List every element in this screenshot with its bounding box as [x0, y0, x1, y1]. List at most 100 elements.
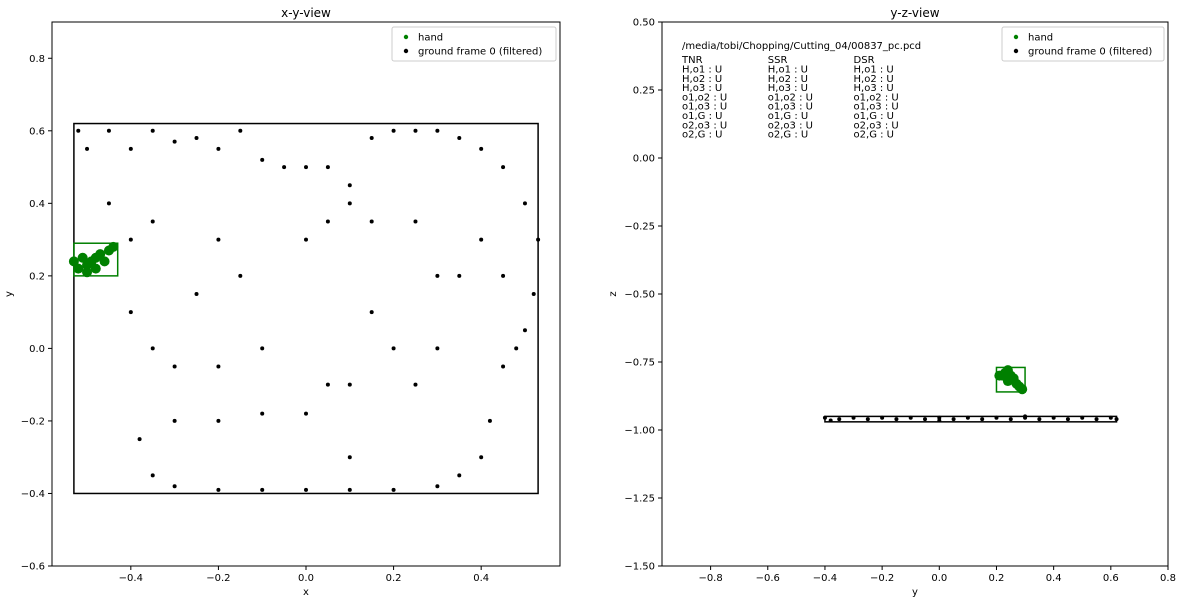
y-axis-label: z	[608, 291, 619, 296]
annotation-cell: H,o1 : U	[854, 65, 894, 76]
data-point	[150, 128, 155, 133]
plot-area	[51, 21, 561, 567]
chart-title: y-z-view	[890, 6, 939, 20]
data-point	[216, 418, 221, 423]
legend-marker	[1013, 48, 1019, 54]
data-point	[457, 473, 462, 478]
data-point	[413, 382, 418, 387]
annotation-cell: o1,o2 : U	[854, 92, 899, 103]
legend-marker	[1013, 34, 1019, 40]
data-point	[487, 418, 492, 423]
legend-box	[391, 26, 557, 62]
data-point	[238, 128, 243, 133]
data-point	[194, 292, 199, 296]
data-point	[980, 417, 985, 422]
series-ground	[822, 414, 1119, 423]
y-axis-label: y	[4, 291, 15, 297]
legend: hand ground frame 0 (filtered)	[1001, 26, 1165, 62]
annotation-cell: H,o2 : U	[854, 74, 894, 85]
data-point	[1017, 384, 1028, 395]
data-point	[908, 415, 913, 420]
data-point	[522, 201, 527, 206]
series-hand	[994, 365, 1028, 395]
data-point	[172, 484, 177, 489]
data-point	[514, 346, 519, 351]
data-point	[106, 201, 111, 206]
annotation-cell: o1,o2 : U	[682, 92, 727, 103]
y-tick-label: −0.50	[624, 290, 655, 301]
data-point	[172, 139, 177, 144]
x-tick-label: 0.4	[473, 573, 489, 584]
data-point	[172, 418, 177, 423]
annotation-line: /media/tobi/Chopping/Cutting_04/00837_pc…	[682, 41, 921, 52]
data-point	[435, 273, 440, 278]
data-point	[128, 310, 133, 315]
annotation-header: SSR	[768, 55, 788, 66]
y-tick-label: 0.2	[29, 271, 45, 282]
data-point	[260, 487, 265, 492]
annotation-cell: H,o2 : U	[768, 74, 808, 85]
series-hand	[68, 241, 119, 278]
data-point	[994, 415, 999, 420]
y-tick-label: 0.4	[29, 199, 45, 210]
bounding-box	[73, 122, 539, 495]
data-point	[369, 219, 374, 224]
annotation-cell: H,o3 : U	[768, 83, 808, 94]
data-point	[347, 487, 352, 492]
data-point	[150, 473, 155, 478]
series-ground	[76, 128, 541, 492]
y-tick-label: −1.50	[624, 562, 655, 573]
legend-label: hand	[418, 33, 443, 44]
data-point	[1002, 365, 1013, 376]
data-point	[965, 415, 970, 420]
data-point	[413, 128, 418, 133]
data-point	[369, 136, 374, 141]
data-point	[851, 415, 856, 420]
annotation-cell: H,o2 : U	[682, 74, 722, 85]
y-tick-label: 0.6	[29, 126, 45, 137]
data-point	[413, 219, 418, 224]
y-tick-label: 0.0	[29, 344, 45, 355]
data-point	[822, 415, 827, 420]
data-point	[479, 146, 484, 151]
chart-panel-2: y-z-view −0.8 −0.6 −0.4 −0.2 0.0 0.2 0.4 0.6 0.8 −…	[608, 6, 1176, 598]
data-point	[106, 128, 111, 133]
data-point	[108, 241, 119, 252]
y-tick-label: 0.8	[29, 54, 45, 65]
data-point	[1080, 415, 1085, 420]
legend-marker	[403, 34, 409, 40]
annotation-cell: H,o3 : U	[854, 83, 894, 94]
x-tick-label: −0.6	[756, 573, 780, 584]
data-point	[304, 411, 308, 416]
x-tick-label: 0.2	[989, 573, 1005, 584]
legend-marker	[403, 48, 409, 54]
data-point	[828, 418, 833, 423]
x-tick-label: −0.4	[813, 573, 837, 584]
data-point	[82, 267, 93, 278]
data-point	[951, 417, 956, 422]
annotation-cell: H,o1 : U	[682, 65, 722, 76]
annotation-cell: H,o3 : U	[682, 83, 722, 94]
data-point	[194, 136, 199, 141]
data-point	[325, 382, 330, 387]
annotation-cell: o1,o2 : U	[768, 92, 813, 103]
data-point	[260, 157, 265, 162]
data-point	[282, 165, 287, 170]
x-tick-label: 0.0	[931, 573, 947, 584]
data-point	[501, 364, 506, 369]
legend-label: ground frame 0 (filtered)	[418, 47, 542, 58]
annotation-cell: o2,o3 : U	[768, 120, 813, 131]
data-point	[73, 263, 84, 274]
data-point	[1094, 417, 1099, 422]
data-point	[216, 237, 221, 242]
data-point	[457, 273, 462, 278]
annotation-cell: H,o1 : U	[768, 65, 808, 76]
data-point	[150, 219, 155, 224]
data-point	[347, 382, 352, 387]
data-point	[99, 256, 110, 267]
plot-area	[661, 21, 1169, 567]
x-tick-label: −0.2	[870, 573, 894, 584]
annotation-cell: o2,o3 : U	[854, 120, 899, 131]
data-point	[1114, 417, 1119, 422]
x-tick-label: 0.8	[1160, 573, 1176, 584]
